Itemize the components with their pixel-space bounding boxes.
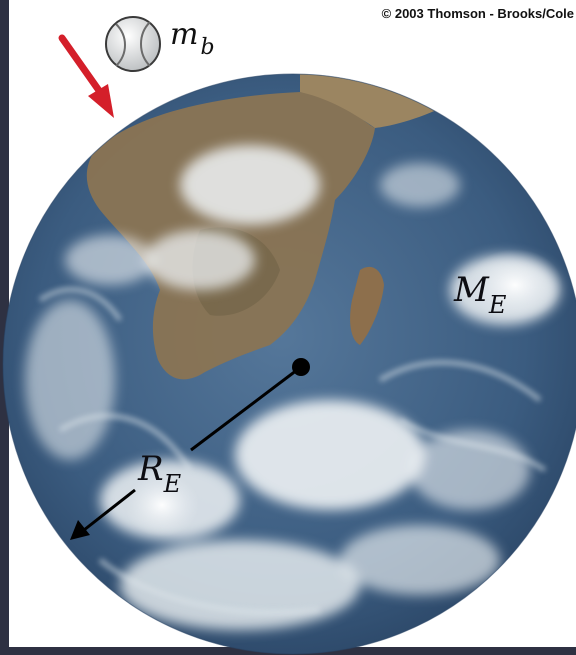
radius-arrowhead — [70, 520, 90, 540]
radius-line-lower — [83, 488, 136, 532]
earth-radius-label: RE — [137, 449, 182, 498]
red-arrow-icon — [58, 34, 114, 118]
baseball-icon — [105, 16, 161, 72]
center-dot-icon — [292, 358, 310, 376]
radius-vector — [70, 358, 310, 540]
madagascar-landmass — [350, 266, 384, 345]
radius-line-upper — [190, 365, 302, 452]
earth-mass-label: ME — [453, 270, 507, 319]
ball-mass-label: mb — [170, 17, 215, 60]
copyright-notice: © 2003 Thomson - Brooks/Cole — [381, 6, 574, 21]
left-frame — [0, 0, 9, 655]
earth — [2, 73, 576, 655]
